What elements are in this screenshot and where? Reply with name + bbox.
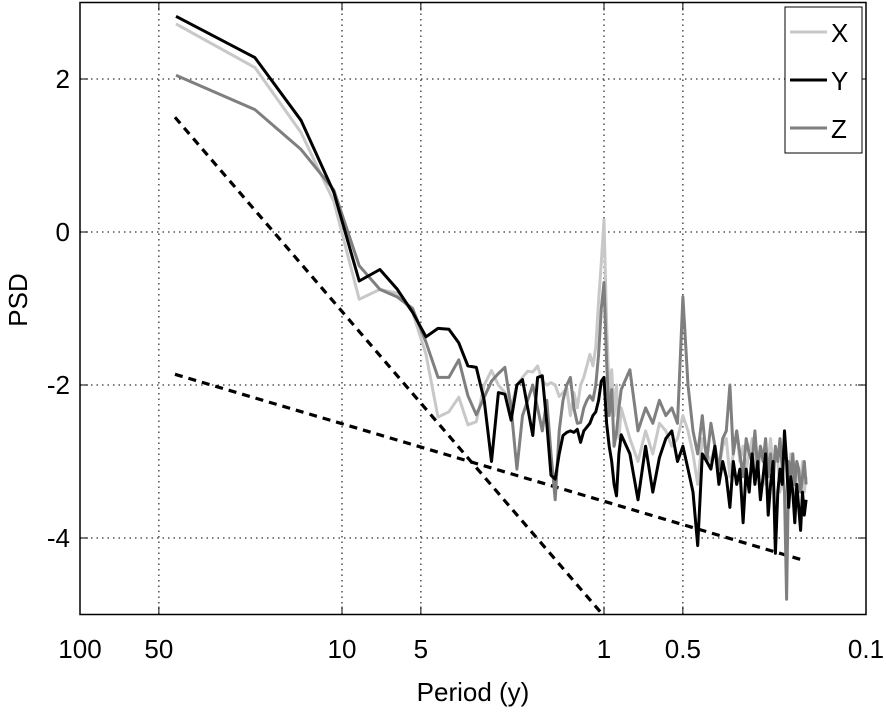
series-x-line [175, 22, 808, 525]
x-tick-label: 0.1 [848, 634, 884, 664]
fit-steep-line [173, 116, 602, 614]
y-tick-labels: 2 0 -2 -4 [47, 64, 70, 553]
x-tick-label: 5 [414, 634, 428, 664]
legend: XYZ [784, 6, 863, 154]
legend-label-x: X [831, 18, 848, 48]
x-tick-label: 50 [144, 634, 173, 664]
x-tick-label: 0.5 [665, 634, 701, 664]
fit-lines [173, 116, 807, 614]
legend-label-y: Y [831, 66, 848, 96]
grid [79, 2, 867, 615]
y-tick-label: -4 [47, 523, 70, 553]
x-tick-labels: 100 50 10 5 1 0.5 0.1 [58, 634, 884, 664]
x-tick-label: 10 [328, 634, 357, 664]
fit-shallow-line [174, 372, 807, 563]
x-axis-label: Period (y) [417, 677, 530, 707]
series-lines [175, 14, 808, 601]
x-tick-label: 100 [58, 634, 101, 664]
y-tick-label: -2 [47, 370, 70, 400]
axes-box [79, 1, 867, 616]
series-y-line [175, 14, 808, 555]
x-tick-label: 1 [597, 634, 611, 664]
legend-label-z: Z [831, 114, 847, 144]
y-tick-label: 0 [56, 217, 70, 247]
y-tick-label: 2 [56, 64, 70, 94]
series-z-line [175, 73, 808, 601]
y-axis-label: PSD [3, 273, 33, 326]
